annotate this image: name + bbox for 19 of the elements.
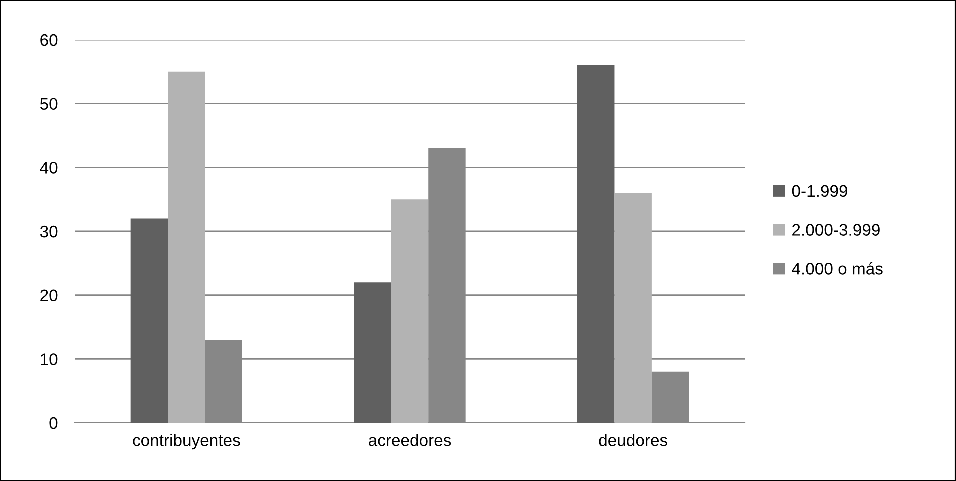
y-tick-label: 40: [40, 162, 58, 174]
y-tick-label: 30: [40, 226, 58, 238]
legend-label: 2.000-3.999: [792, 224, 880, 236]
legend-label: 0-1.999: [792, 185, 848, 198]
y-tick-label: 20: [40, 290, 58, 302]
bar: [354, 282, 392, 423]
y-tick-label: 10: [41, 354, 58, 366]
x-tick-label: deudores: [599, 434, 668, 446]
y-tick-label: 0: [50, 417, 58, 430]
legend-label: 4.000 o más: [792, 262, 883, 275]
bar: [130, 218, 168, 423]
bar: [614, 193, 652, 423]
x-tick-label: acreedores: [369, 434, 452, 446]
y-tick-label: 50: [40, 98, 58, 110]
x-tick-label: contribuyentes: [133, 434, 240, 450]
y-tick-label: 60: [40, 34, 58, 46]
bar: [578, 66, 615, 423]
bar: [168, 72, 206, 423]
bar: [391, 200, 429, 423]
